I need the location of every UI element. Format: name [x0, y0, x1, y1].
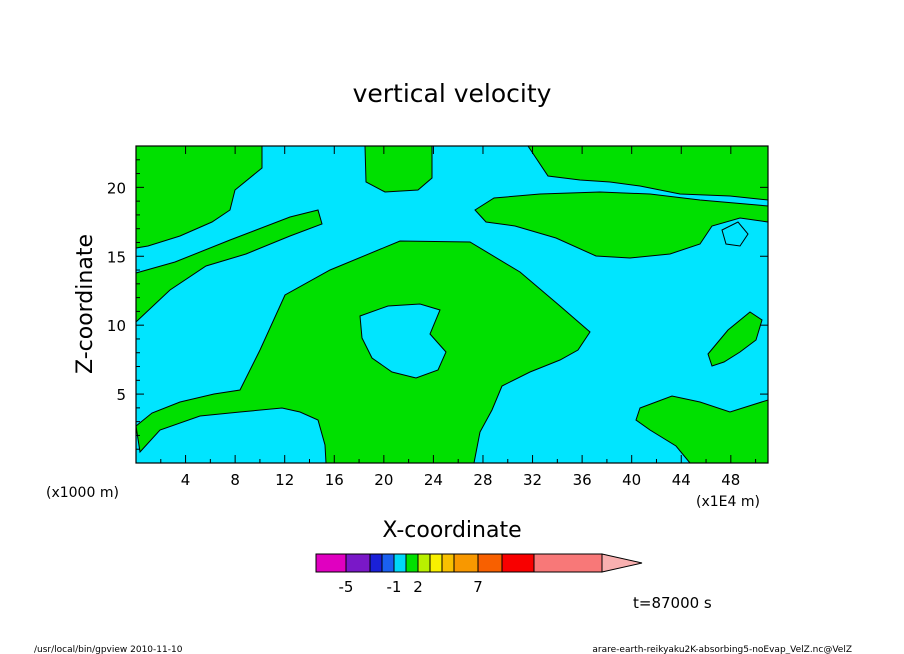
x-tick-label: 8 — [230, 471, 240, 489]
x-tick-label: 20 — [374, 471, 393, 489]
colorbar-swatch — [477, 553, 503, 573]
central-hole-negative-region — [359, 303, 447, 379]
plot-frame — [135, 145, 769, 464]
x-tick-label: 16 — [325, 471, 344, 489]
positive-regions — [135, 145, 769, 464]
chart-title: vertical velocity — [353, 79, 552, 108]
colorbar: -5 -1 2 7 — [315, 553, 643, 596]
plot-area — [135, 145, 769, 464]
y-tick-label: 10 — [107, 317, 126, 335]
colorbar-swatch — [369, 553, 383, 573]
y-tick-label: 15 — [107, 248, 126, 266]
x-tick-label: 48 — [721, 471, 740, 489]
colorbar-tick-label: 2 — [413, 578, 423, 596]
x-unit-left: (x1000 m) — [46, 485, 119, 501]
colorbar-swatch — [429, 553, 443, 573]
y-axis-label: Z-coordinate — [73, 234, 98, 374]
x-tick-label: 40 — [622, 471, 641, 489]
central-dome-positive-region — [135, 240, 591, 464]
y-axis: 5 10 15 20 — [107, 159, 768, 450]
colorbar-swatch — [533, 553, 603, 573]
x-tick-label: 28 — [473, 471, 492, 489]
footer-right: arare-earth-reikyaku2K-absorbing5-noEvap… — [592, 645, 852, 654]
x-tick-label: 4 — [181, 471, 191, 489]
colorbar-swatch — [501, 553, 535, 573]
x-tick-label: 44 — [672, 471, 691, 489]
y-tick-label: 20 — [107, 179, 126, 197]
colorbar-swatch — [393, 553, 407, 573]
x-axis: 4 8 12 16 20 24 28 32 36 40 44 48 — [160, 146, 757, 489]
x-tick-label: 24 — [424, 471, 443, 489]
x-tick-label: 12 — [275, 471, 294, 489]
x-axis-label: X-coordinate — [382, 518, 521, 543]
colorbar-swatch — [345, 553, 371, 573]
colorbar-swatch — [441, 553, 455, 573]
upper-left-positive-region — [135, 145, 263, 249]
right-inner-negative-region — [721, 221, 749, 247]
footer-left: /usr/local/bin/gpview 2010-11-10 — [34, 645, 183, 654]
colorbar-swatch — [381, 553, 395, 573]
time-label: t=87000 s — [633, 594, 712, 612]
x-unit-right: (x1E4 m) — [696, 494, 760, 510]
colorbar-tick-label: 7 — [473, 578, 483, 596]
x-tick-label: 36 — [573, 471, 592, 489]
colorbar-extend-arrow — [601, 553, 643, 573]
y-tick-label: 5 — [116, 386, 126, 404]
negative-regions — [359, 221, 749, 379]
right-blob-positive-region — [707, 311, 763, 367]
colorbar-tick-label: -5 — [339, 578, 354, 596]
colorbar-tick-label: -1 — [387, 578, 402, 596]
colorbar-swatch — [417, 553, 431, 573]
left-tongue-positive-region — [135, 209, 323, 324]
colorbar-swatch — [405, 553, 419, 573]
top-center-positive-region — [364, 145, 433, 193]
colorbar-swatch — [315, 553, 347, 573]
right-band-positive-region — [474, 191, 769, 259]
colorbar-swatch — [453, 553, 479, 573]
x-tick-label: 32 — [523, 471, 542, 489]
